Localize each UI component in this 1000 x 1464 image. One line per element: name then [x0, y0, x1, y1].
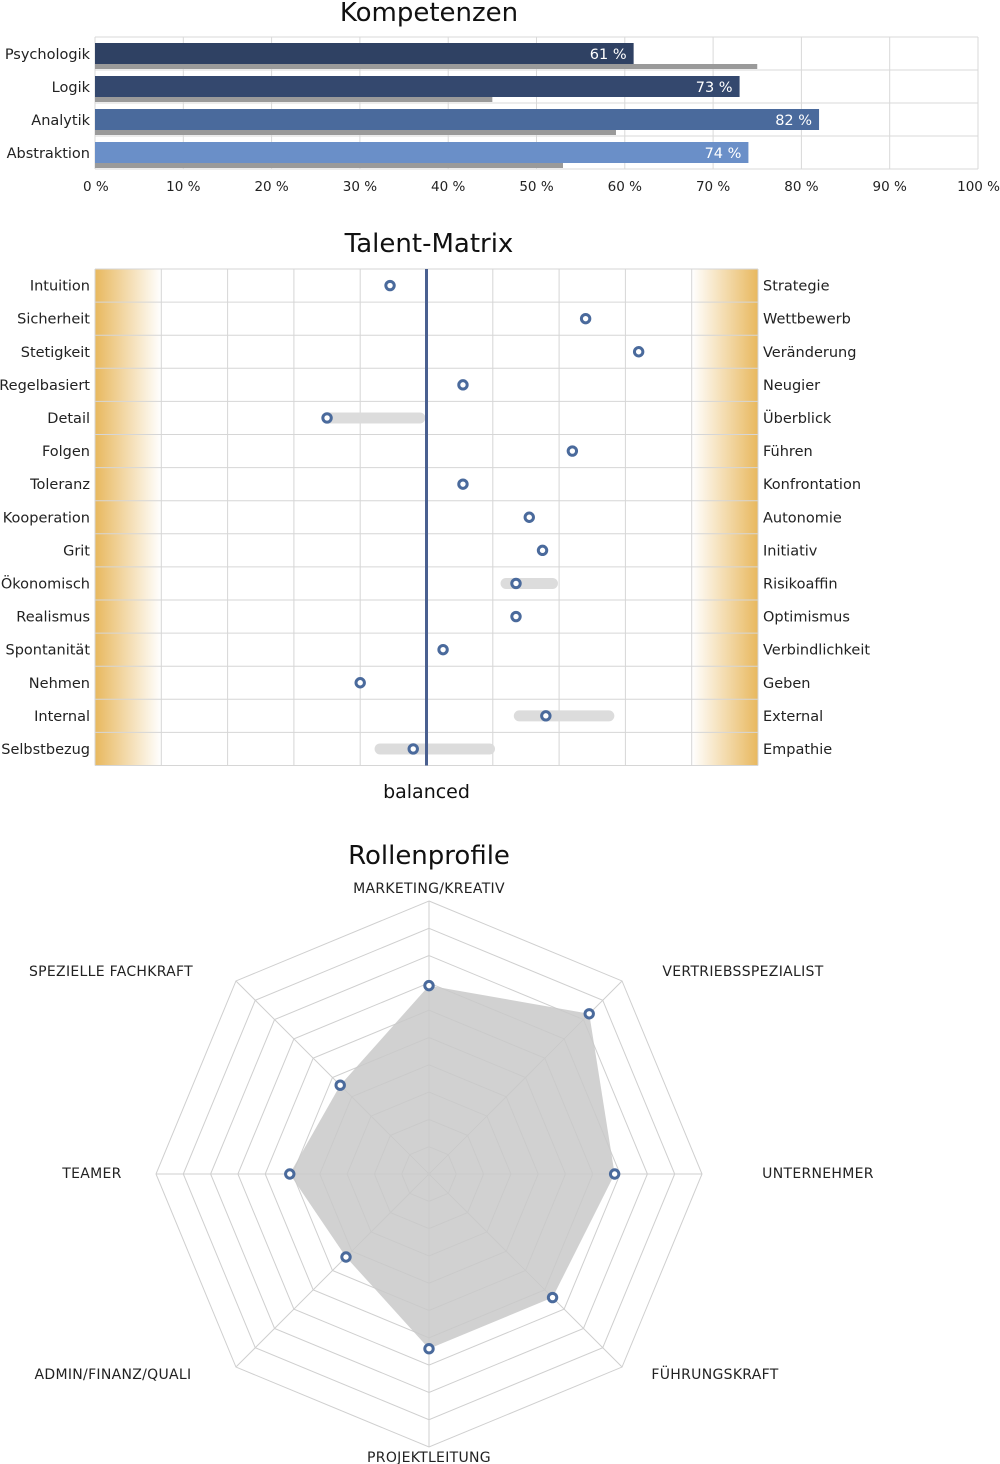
left-pole-label: Intuition	[30, 279, 90, 295]
left-pole-label: Realismus	[16, 610, 90, 626]
x-tick-label: 40 %	[431, 179, 465, 195]
data-point	[407, 743, 419, 755]
data-point	[384, 279, 396, 292]
right-pole-label: Wettbewerb	[763, 312, 851, 328]
radar-axis-label: TEAMER	[61, 1166, 121, 1182]
x-tick-label: 100 %	[957, 179, 1000, 195]
x-tick-label: 10 %	[166, 179, 200, 195]
bar-value-label: 82 %	[775, 113, 812, 129]
right-pole-label: External	[763, 709, 823, 725]
right-pole-label: Führen	[763, 444, 813, 460]
x-tick-label: 50 %	[519, 179, 553, 195]
radar-point	[423, 979, 435, 992]
comparison-bar	[95, 130, 616, 135]
chart-title: Rollenprofile	[348, 841, 510, 871]
comparison-bar	[95, 64, 758, 69]
value-bar	[95, 76, 740, 97]
x-tick-label: 70 %	[696, 179, 730, 195]
radar-axis-label: MARKETING/KREATIV	[353, 881, 505, 897]
left-pole-label: Nehmen	[29, 676, 90, 692]
left-edge-band	[95, 269, 161, 766]
comparison-bar	[95, 97, 493, 102]
right-pole-label: Optimismus	[763, 610, 850, 626]
right-pole-label: Empathie	[763, 742, 832, 758]
radar-axis-label: ADMIN/FINANZ/QUALI	[35, 1367, 192, 1383]
radar-point	[334, 1079, 346, 1091]
left-pole-label: Grit	[63, 543, 90, 559]
data-point	[437, 643, 449, 656]
radar-point	[423, 1343, 435, 1355]
rollenprofile-radar-chart: Rollenprofile MARKETING/KREATIV VERTRIEBSS…	[29, 841, 874, 1464]
data-point	[536, 544, 549, 557]
radar-point	[284, 1168, 296, 1180]
bar-value-label: 74 %	[705, 146, 742, 162]
right-pole-label: Konfrontation	[763, 477, 861, 493]
data-point	[579, 312, 592, 325]
data-point	[354, 677, 366, 689]
radar-point	[546, 1291, 559, 1304]
radar-axis-label: PROJEKTLEITUNG	[367, 1450, 491, 1464]
value-bar	[95, 142, 749, 163]
comparison-bar	[95, 163, 563, 168]
right-edge-band	[692, 269, 758, 766]
left-pole-label: Regelbasiert	[0, 378, 90, 394]
chart-title: Talent-Matrix	[344, 229, 514, 259]
data-point	[566, 445, 579, 457]
category-label: Logik	[52, 80, 91, 96]
talent-matrix-chart: Talent-Matrix Intuition Sicherheit Stetigke…	[0, 229, 870, 803]
bar-value-label: 61 %	[590, 47, 627, 63]
radar-axis-label: SPEZIELLE FACHKRAFT	[29, 964, 193, 980]
right-pole-label: Veränderung	[763, 345, 856, 361]
data-point	[632, 346, 645, 358]
left-pole-label: Sicherheit	[17, 312, 90, 328]
radar-axis-label: VERTRIEBSSPEZIALIST	[662, 964, 823, 980]
left-pole-label: Detail	[47, 411, 90, 427]
left-pole-label: Stetigkeit	[21, 345, 91, 361]
value-bar	[95, 43, 634, 64]
category-label: Analytik	[31, 113, 90, 129]
data-point	[523, 511, 535, 523]
x-tick-label: 0 %	[83, 179, 109, 195]
data-point	[457, 478, 469, 490]
data-point	[321, 412, 333, 424]
right-pole-label: Strategie	[763, 279, 830, 295]
right-pole-label: Neugier	[763, 378, 820, 394]
category-label: Abstraktion	[7, 146, 90, 162]
bar-value-label: 73 %	[696, 80, 733, 96]
left-pole-label: Toleranz	[29, 477, 90, 493]
right-pole-label: Verbindlichkeit	[763, 643, 870, 659]
kompetenzen-bar-chart: Kompetenzen 61 % Psychologik 73 % Logik 82 % A…	[5, 0, 1000, 195]
x-tick-label: 30 %	[343, 179, 377, 195]
x-tick-label: 60 %	[608, 179, 642, 195]
right-pole-label: Geben	[763, 676, 810, 692]
left-pole-label: Ökonomisch	[1, 574, 90, 592]
radar-point	[608, 1168, 621, 1180]
left-pole-label: Selbstbezug	[1, 742, 90, 758]
left-pole-label: Spontanität	[5, 643, 90, 659]
right-pole-label: Initiativ	[763, 543, 818, 559]
radar-axis-label: UNTERNEHMER	[762, 1166, 874, 1182]
chart-title: Kompetenzen	[340, 0, 518, 28]
data-point	[510, 577, 522, 590]
left-pole-label: Folgen	[42, 444, 90, 460]
right-pole-label: Überblick	[763, 409, 832, 427]
right-pole-label: Autonomie	[763, 510, 842, 526]
x-axis-label: balanced	[383, 781, 470, 803]
radar-point	[340, 1251, 352, 1263]
category-label: Psychologik	[5, 47, 91, 63]
left-pole-label: Internal	[34, 709, 90, 725]
x-tick-label: 90 %	[873, 179, 907, 195]
x-tick-label: 80 %	[784, 179, 818, 195]
x-tick-label: 20 %	[254, 179, 288, 195]
radar-area	[289, 985, 615, 1349]
radar-axis-label: FÜHRUNGSKRAFT	[651, 1365, 778, 1383]
right-pole-label: Risikoaffin	[763, 576, 838, 592]
left-pole-label: Kooperation	[3, 510, 90, 526]
radar-point	[583, 1008, 595, 1020]
data-point	[540, 710, 552, 722]
value-bar	[95, 109, 820, 130]
data-point	[510, 610, 522, 623]
data-point	[457, 379, 469, 391]
